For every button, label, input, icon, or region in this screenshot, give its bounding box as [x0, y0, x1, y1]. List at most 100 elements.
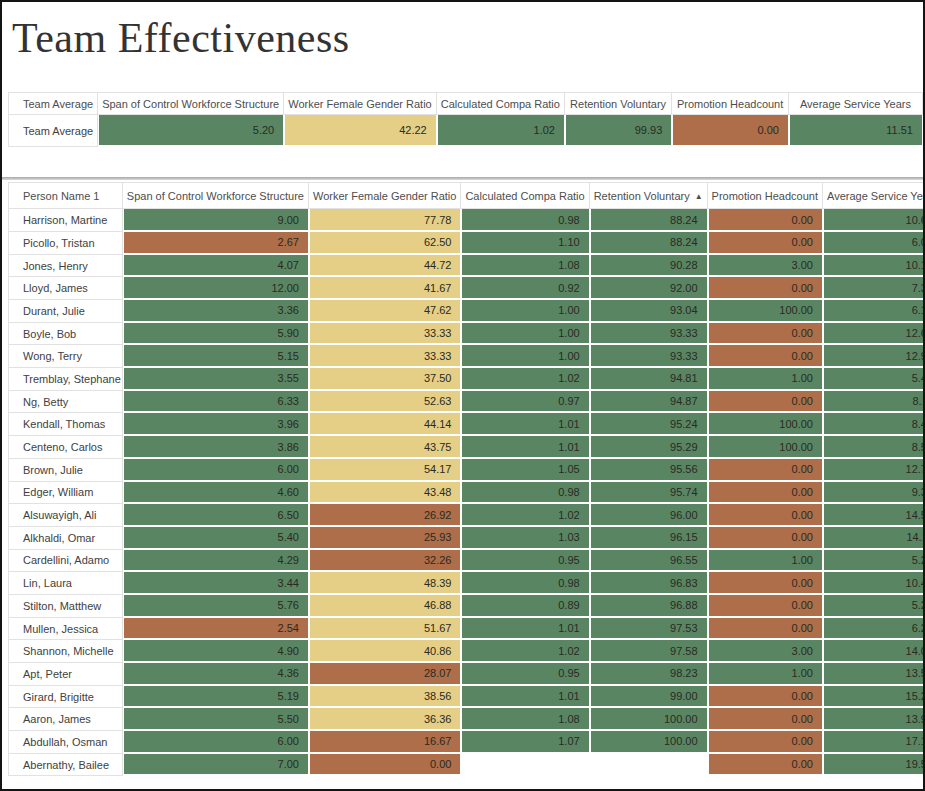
value-cell[interactable]: 97.58 — [590, 640, 708, 663]
value-cell[interactable]: 54.17 — [309, 459, 461, 482]
value-cell[interactable]: 100.00 — [708, 413, 823, 436]
value-cell[interactable]: 3.36 — [123, 300, 309, 323]
row-label-column-header[interactable]: Team Average — [8, 92, 98, 115]
metric-column-header[interactable]: Promotion Headcount — [708, 182, 823, 209]
row-label[interactable]: Tremblay, Stephane — [8, 368, 123, 391]
value-cell[interactable]: 12.79 — [823, 459, 925, 482]
value-cell[interactable]: 33.33 — [309, 323, 461, 346]
value-cell[interactable]: 1.03 — [461, 527, 589, 550]
value-cell[interactable]: 90.28 — [590, 255, 708, 278]
value-cell[interactable]: 4.29 — [123, 550, 309, 573]
value-cell[interactable]: 100.00 — [590, 731, 708, 754]
value-cell[interactable]: 36.36 — [309, 708, 461, 731]
value-cell[interactable]: 5.19 — [123, 686, 309, 709]
row-label[interactable]: Cardellini, Adamo — [8, 550, 123, 573]
value-cell[interactable]: 0.00 — [309, 754, 461, 777]
value-cell[interactable]: 1.00 — [708, 368, 823, 391]
row-label[interactable]: Ng, Betty — [8, 391, 123, 414]
value-cell[interactable]: 6.00 — [123, 731, 309, 754]
row-label[interactable]: Aaron, James — [8, 708, 123, 731]
value-cell[interactable]: 10.67 — [823, 209, 925, 232]
value-cell[interactable]: 94.87 — [590, 391, 708, 414]
value-cell[interactable]: 1.08 — [461, 708, 589, 731]
value-cell[interactable]: 8.44 — [823, 413, 925, 436]
value-cell[interactable]: 3.96 — [123, 413, 309, 436]
value-cell[interactable]: 3.44 — [123, 572, 309, 595]
value-cell[interactable]: 1.01 — [461, 436, 589, 459]
value-cell[interactable]: 0.95 — [461, 550, 589, 573]
value-cell[interactable]: 0.00 — [708, 754, 823, 777]
value-cell[interactable]: 1.01 — [461, 413, 589, 436]
row-label[interactable]: Shannon, Michelle — [8, 640, 123, 663]
value-cell[interactable]: 95.56 — [590, 459, 708, 482]
value-cell[interactable]: 0.00 — [708, 572, 823, 595]
value-cell[interactable]: 95.74 — [590, 482, 708, 505]
value-cell[interactable]: 97.53 — [590, 618, 708, 641]
value-cell[interactable]: 16.67 — [309, 731, 461, 754]
row-label[interactable]: Picollo, Tristan — [8, 232, 123, 255]
value-cell[interactable]: 12.00 — [123, 277, 309, 300]
value-cell[interactable]: 3.00 — [708, 640, 823, 663]
value-cell[interactable]: 0.00 — [708, 708, 823, 731]
value-cell[interactable]: 1.08 — [461, 255, 589, 278]
row-label[interactable]: Harrison, Martine — [8, 209, 123, 232]
row-label[interactable]: Jones, Henry — [8, 255, 123, 278]
value-cell[interactable]: 9.00 — [123, 209, 309, 232]
value-cell[interactable]: 6.00 — [823, 232, 925, 255]
row-label[interactable]: Apt, Peter — [8, 663, 123, 686]
value-cell[interactable]: 88.24 — [590, 209, 708, 232]
value-cell[interactable]: 33.33 — [309, 345, 461, 368]
value-cell[interactable]: 4.90 — [123, 640, 309, 663]
value-cell[interactable]: 93.04 — [590, 300, 708, 323]
value-cell[interactable]: 62.50 — [309, 232, 461, 255]
value-cell[interactable]: 88.24 — [590, 232, 708, 255]
value-cell[interactable]: 0.98 — [461, 482, 589, 505]
value-cell[interactable]: 96.88 — [590, 595, 708, 618]
row-label[interactable]: Lin, Laura — [8, 572, 123, 595]
value-cell[interactable]: 52.63 — [309, 391, 461, 414]
metric-column-header[interactable]: Calculated Compa Ratio — [437, 92, 565, 115]
value-cell[interactable]: 0.95 — [461, 663, 589, 686]
value-cell[interactable]: 1.00 — [708, 663, 823, 686]
value-cell[interactable]: 5.25 — [823, 550, 925, 573]
row-label[interactable]: Edger, William — [8, 482, 123, 505]
value-cell[interactable]: 13.53 — [823, 663, 925, 686]
row-label[interactable]: Abdullah, Osman — [8, 731, 123, 754]
value-cell[interactable]: 0.00 — [708, 323, 823, 346]
row-label[interactable]: Durant, Julie — [8, 300, 123, 323]
value-cell[interactable]: 48.39 — [309, 572, 461, 595]
metric-column-header[interactable]: Promotion Headcount — [672, 92, 789, 115]
value-cell[interactable]: 5.90 — [123, 323, 309, 346]
value-cell[interactable]: 96.00 — [590, 504, 708, 527]
metric-column-header[interactable]: Calculated Compa Ratio — [461, 182, 589, 209]
value-cell[interactable]: 77.78 — [309, 209, 461, 232]
metric-column-header[interactable]: Average Service Years — [789, 92, 923, 115]
value-cell[interactable]: 1.01 — [461, 686, 589, 709]
value-cell[interactable]: 7.33 — [823, 277, 925, 300]
value-cell[interactable]: 5.41 — [823, 368, 925, 391]
value-cell[interactable]: 25.93 — [309, 527, 461, 550]
value-cell[interactable]: 40.86 — [309, 640, 461, 663]
value-cell[interactable]: 19.57 — [823, 754, 925, 777]
value-cell[interactable]: 1.00 — [461, 300, 589, 323]
value-cell[interactable]: 10.13 — [823, 255, 925, 278]
value-cell[interactable]: 100.00 — [708, 436, 823, 459]
value-cell[interactable]: 1.02 — [461, 368, 589, 391]
row-label[interactable]: Alkhaldi, Omar — [8, 527, 123, 550]
value-cell[interactable]: 42.22 — [284, 115, 436, 147]
value-cell[interactable]: 0.00 — [708, 595, 823, 618]
value-cell[interactable]: 4.60 — [123, 482, 309, 505]
row-label[interactable]: Kendall, Thomas — [8, 413, 123, 436]
value-cell[interactable]: 5.15 — [123, 345, 309, 368]
value-cell[interactable]: 3.55 — [123, 368, 309, 391]
metric-column-header[interactable]: Worker Female Gender Ratio — [309, 182, 461, 209]
value-cell[interactable]: 5.26 — [823, 595, 925, 618]
row-label[interactable]: Mullen, Jessica — [8, 618, 123, 641]
value-cell[interactable]: 32.26 — [309, 550, 461, 573]
value-cell[interactable]: 2.67 — [123, 232, 309, 255]
value-cell[interactable]: 100.00 — [708, 300, 823, 323]
value-cell[interactable]: 3.00 — [708, 255, 823, 278]
value-cell[interactable]: 98.23 — [590, 663, 708, 686]
value-cell[interactable]: 93.33 — [590, 323, 708, 346]
value-cell[interactable]: 0.00 — [708, 731, 823, 754]
